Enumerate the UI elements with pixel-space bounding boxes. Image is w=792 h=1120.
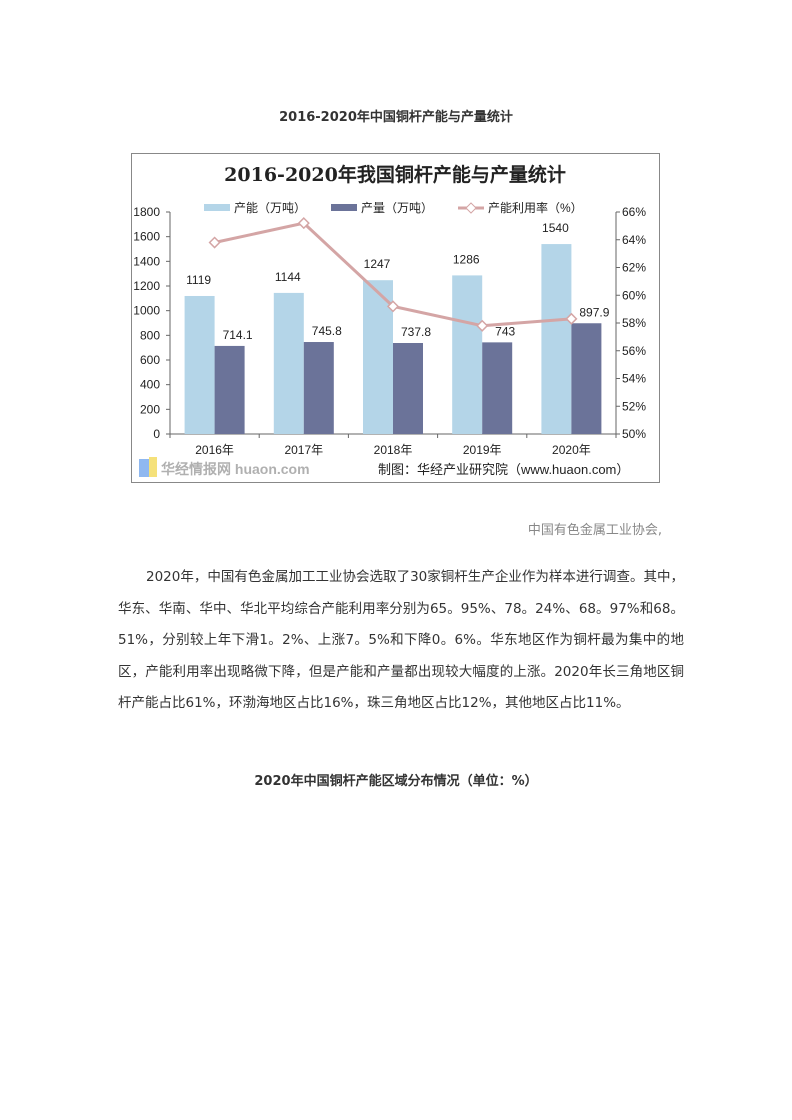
legend-label-capacity: 产能（万吨） (234, 201, 306, 215)
capacity-bar (452, 275, 483, 434)
production-label: 743 (495, 324, 515, 338)
production-bar (571, 323, 602, 434)
right-tick-label: 56% (622, 344, 646, 358)
production-bar (214, 345, 245, 434)
left-tick-label: 600 (140, 353, 160, 367)
right-tick-label: 52% (622, 399, 646, 413)
watermark-text: 华经情报网 huaon.com (161, 461, 310, 477)
production-bar (393, 343, 423, 434)
legend-swatch-capacity (204, 204, 230, 211)
watermark-logo-icon (149, 457, 157, 477)
production-label: 737.8 (401, 325, 431, 339)
utilization-marker (565, 312, 578, 325)
body-paragraph: 2020年，中国有色金属加工工业协会选取了30家铜杆生产企业作为样本进行调查。其… (118, 569, 684, 711)
bar-line-chart: 2016-2020年我国铜杆产能与产量统计 0 200 400 600 800 1000 12… (131, 153, 660, 483)
left-tick-label: 400 (140, 378, 160, 392)
x-tick-label: 2016年 (195, 443, 234, 457)
watermark-logo-icon (139, 459, 149, 477)
left-tick-label: 1600 (133, 230, 160, 244)
right-tick-label: 58% (622, 316, 646, 330)
left-tick-label: 0 (153, 427, 160, 441)
utilization-marker (208, 236, 221, 249)
production-label: 714.1 (223, 328, 253, 342)
production-bar (303, 342, 334, 434)
utilization-marker (386, 300, 400, 313)
left-tick-label: 1000 (133, 304, 160, 318)
left-tick-label: 1200 (133, 279, 160, 293)
capacity-label: 1540 (542, 221, 569, 235)
chart-title: 2016-2020年我国铜杆产能与产量统计 (224, 163, 566, 186)
utilization-marker (476, 319, 489, 332)
left-tick-label: 800 (140, 328, 160, 342)
right-tick-label: 54% (622, 372, 646, 386)
production-label: 897.9 (579, 305, 609, 319)
chart-credit: 制图：华经产业研究院（www.huaon.com） (378, 462, 629, 477)
legend-swatch-production (331, 204, 357, 211)
legend-marker-utilization (465, 202, 477, 214)
chart-heading: 2016-2020年中国铜杆产能与产量统计 (279, 110, 513, 125)
right-tick-label: 50% (622, 427, 646, 441)
capacity-label: 1286 (453, 252, 480, 266)
capacity-bar (541, 244, 572, 434)
production-bar (482, 342, 513, 434)
right-tick-label: 64% (622, 233, 646, 247)
legend-label-production: 产量（万吨） (361, 201, 433, 215)
x-tick-label: 2017年 (284, 443, 323, 457)
capacity-label: 1119 (186, 273, 211, 287)
left-tick-label: 200 (140, 402, 160, 416)
utilization-marker (297, 217, 310, 230)
x-tick-label: 2019年 (463, 443, 502, 457)
chart-svg: 2016-2020年我国铜杆产能与产量统计 0 200 400 600 800 1000 12… (131, 153, 660, 483)
left-tick-label: 1400 (133, 254, 160, 268)
right-tick-label: 62% (622, 261, 646, 275)
legend-label-utilization: 产能利用率（%） (488, 200, 583, 215)
capacity-label: 1247 (364, 257, 391, 271)
source-note: 中国有色金属工业协会, (527, 523, 662, 538)
right-tick-label: 66% (622, 205, 646, 219)
production-label: 745.8 (312, 324, 342, 338)
x-tick-label: 2018年 (374, 443, 413, 457)
capacity-label: 1144 (275, 270, 301, 284)
left-tick-label: 1800 (133, 205, 160, 219)
capacity-bar (184, 295, 215, 434)
section-heading: 2020年中国铜杆产能区域分布情况（单位：%） (254, 774, 538, 789)
right-tick-label: 60% (622, 288, 646, 302)
x-tick-label: 2020年 (552, 443, 591, 457)
capacity-bar (273, 292, 304, 434)
